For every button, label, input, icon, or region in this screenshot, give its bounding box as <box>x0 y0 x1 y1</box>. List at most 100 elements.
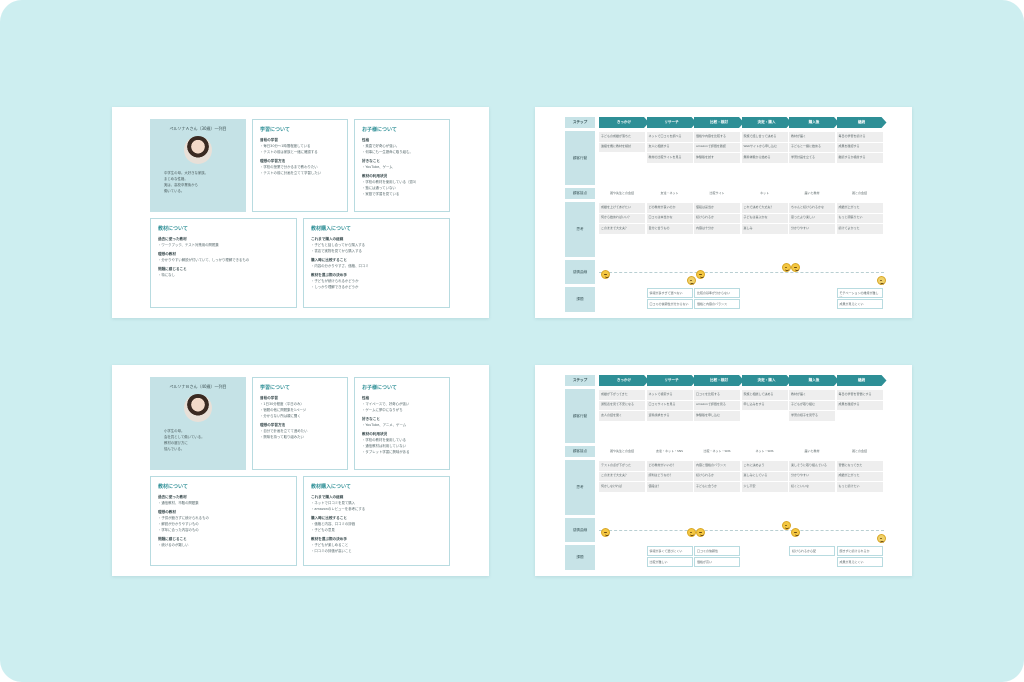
thought-cell: 内容と価格のバランス <box>694 461 740 471</box>
group-heading: 普段の学習 <box>260 138 278 142</box>
group-item: ・続けるのが難しい <box>158 543 189 547</box>
step-chevron: 比較・検討 <box>694 117 744 128</box>
group-item: ・子供が飽きずに続けられるもの <box>158 516 209 520</box>
thought-cell: 分かりやすい <box>789 224 835 234</box>
issue-cell: 価格と内容のバランス <box>694 299 740 309</box>
group-item: ・通信教材は利用していない <box>362 444 406 448</box>
emotion-neutral-icon <box>601 270 610 279</box>
touchpoint-text: ネット <box>759 191 769 195</box>
group-item: ・宿題の他に問題集を1ページ <box>260 408 307 412</box>
persona-description-line: 実は、高校卒業後から <box>164 183 198 187</box>
learning-section: 学習について 普段の学習 ・毎日30分〜1時間程度している ・テストの前は家族と一緒に… <box>252 119 348 212</box>
thought-cell: 何かしなければ <box>599 482 645 492</box>
thought-cell: 習慣になってきた <box>836 461 883 471</box>
group-heading: 理想の教材 <box>158 252 176 256</box>
thought-cell: このままで大丈夫？ <box>599 471 645 481</box>
thought-cell: 楽しみにしている <box>741 471 788 481</box>
row-label-thought: 思考 <box>565 460 595 515</box>
step-chevron: 決定・購入 <box>742 375 792 386</box>
group-item: ・子どもと話し合ってから購入する <box>311 243 366 247</box>
behavior-cell: 通知表を見て不安になる <box>599 400 645 410</box>
behavior-cell: 進級を機に教材を検討 <box>599 142 645 152</box>
avatar <box>184 394 212 422</box>
behavior-cell: 無料体験から始める <box>741 153 788 163</box>
thought-cell: 評判はどうなの？ <box>646 471 693 481</box>
group-item: ・amazonのレビューを参考にする <box>311 507 366 511</box>
material-section-title: 教材について <box>158 226 188 232</box>
group-item: ・通信教材、市販の問題集 <box>158 501 199 505</box>
thought-cell: 続けてよかった <box>836 224 883 234</box>
issue-cell: 比較が難しい <box>646 557 693 567</box>
group-item: ・ワークブック、テスト対策用の問題集 <box>158 243 219 247</box>
group-heading: 教材の利用状況 <box>362 432 388 436</box>
step-chevron: リサーチ <box>647 117 697 128</box>
emotion-baseline <box>599 530 884 531</box>
group-item: ・家庭で学習を見ている <box>362 192 400 196</box>
thought-cell: 楽しみ <box>741 224 788 234</box>
step-label: ステップ <box>565 375 595 386</box>
thought-cell: 少し不安 <box>741 482 788 492</box>
issue-cell: 価格が高い <box>694 557 740 567</box>
group-heading: 好きなこと <box>362 417 380 421</box>
purchase-section: 教材購入について これまで購入の経緯 ・ネットで口コミを見て購入 ・amazonのレビ… <box>303 476 450 566</box>
persona-card: ペルソナＢさん（40歳）一列目 小学生の母。 会社員として働いている。 教材の選び方に… <box>112 365 489 576</box>
group-heading: 教材を選ぶ際の決め手 <box>311 273 347 277</box>
emotion-happy-icon <box>781 521 791 530</box>
persona-description-line: 会社員として働いている。 <box>164 435 205 439</box>
purchase-section-title: 教材購入について <box>311 226 351 232</box>
thought-cell: 子どもは喜ぶかな <box>741 213 788 223</box>
row-label-emotion: 感情曲線 <box>565 260 595 284</box>
persona-description-line: 中学生の母。大好きな家族。 <box>164 171 209 175</box>
step-chevron: 比較・検討 <box>694 375 744 386</box>
behavior-cell: ネットで検索する <box>646 390 693 400</box>
group-heading: 理想の教材 <box>158 510 176 514</box>
persona-description-line: まじめな性格。 <box>164 177 188 181</box>
group-item: ・子どもが楽しめること <box>311 543 349 547</box>
group-heading: 教材の利用状況 <box>362 174 388 178</box>
behavior-cell: 成績が下がってきた <box>599 390 645 400</box>
behavior-cell: 継続するか検討する <box>836 153 883 163</box>
behavior-cell: 家族と相談して決める <box>741 390 788 400</box>
emotion-happy-icon <box>791 263 800 272</box>
thought-cell: 成績が上がった <box>836 203 883 213</box>
thought-cell: ちゃんと続けられるかな <box>789 203 835 213</box>
behavior-cell: 友人の話を聞く <box>599 411 645 421</box>
persona-description-line: 教材の選び方に <box>164 441 188 445</box>
touchpoint-text: 比較サイト <box>709 191 725 195</box>
thought-cell: 値段は妥当か <box>694 203 740 213</box>
behavior-cell: 価格や内容を比較する <box>694 132 740 142</box>
issue-cell: 口コミの信頼性が分からない <box>646 299 693 309</box>
group-item: ・興味を持って取り組みたい <box>260 435 304 439</box>
emotion-sad-icon <box>876 534 886 543</box>
thought-cell: 続くといいな <box>789 482 835 492</box>
group-item: ・塾には通っていない <box>362 186 396 190</box>
behavior-cell: 毎日の学習を習慣にする <box>836 390 883 400</box>
behavior-cell: 教材が届く <box>789 390 835 400</box>
touchpoint-text: 親や先生との会話 <box>610 449 634 453</box>
touchpoint-text: 友達・ネット・SNS <box>655 449 684 453</box>
group-heading: 問題に感じること <box>158 537 187 541</box>
group-item: ・マイペースで、好奇心が強い <box>362 402 410 406</box>
group-item: ・しっかり理解できるかどうか <box>311 285 359 289</box>
emotion-sad-icon <box>686 276 696 285</box>
group-item: ・テストの前に計画を立てて学習したい <box>260 171 322 175</box>
group-item: ・価格と内容、口コミの評価 <box>311 522 356 526</box>
group-item: ・学校の教材を使用している <box>362 438 406 442</box>
behavior-cell: 口コミを比較する <box>694 390 740 400</box>
step-chevron: 決定・購入 <box>742 117 792 128</box>
row-label-thought: 思考 <box>565 202 595 257</box>
thought-cell: 思ったより楽しい <box>789 213 835 223</box>
learning-section-title: 学習について <box>260 127 290 133</box>
emotion-sad-icon <box>876 276 886 285</box>
thought-cell: 値段は？ <box>646 482 693 492</box>
thought-cell: どの教材が良いのか <box>646 203 693 213</box>
behavior-cell: Webサイトから申し込む <box>741 142 788 152</box>
row-label-behavior: 顧客行動 <box>565 389 595 443</box>
thought-cell: 口コミは本当かな <box>646 213 693 223</box>
issue-cell: 口コミの信頼性 <box>694 546 740 556</box>
thought-cell: 分かりやすい <box>789 471 835 481</box>
group-item: ・学校の教材を使用している（週3） <box>362 180 419 184</box>
persona-description-line: 悩んでいる。 <box>164 447 185 451</box>
emotion-happy-icon <box>781 263 791 272</box>
step-chevron: 継続 <box>837 375 887 386</box>
